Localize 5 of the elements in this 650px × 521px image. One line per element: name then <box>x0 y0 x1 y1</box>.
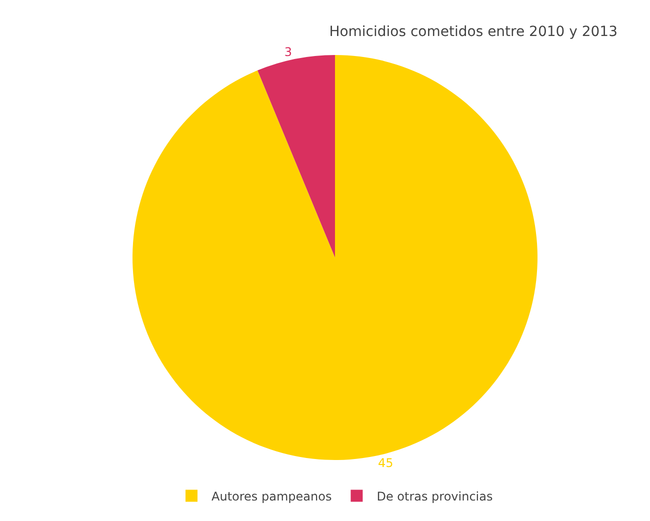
legend-label: Autores pampeanos <box>212 489 332 504</box>
legend-label: De otras provincias <box>376 489 493 504</box>
data-label: 3 <box>284 45 292 60</box>
chart-title: Homicidios cometidos entre 2010 y 2013 <box>329 24 618 40</box>
data-label: 45 <box>378 456 394 470</box>
